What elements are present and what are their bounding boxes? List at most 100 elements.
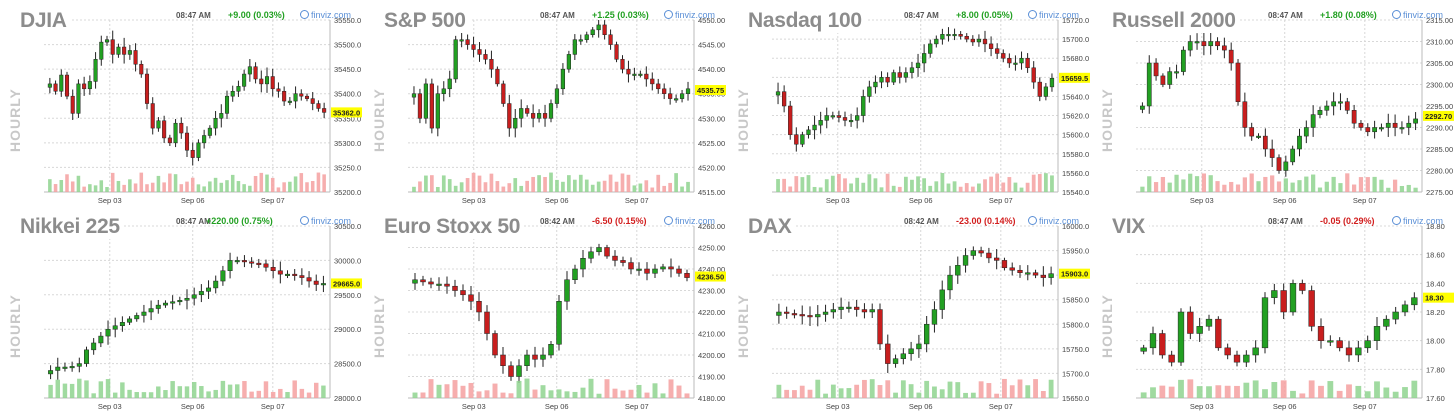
volume-bar	[173, 174, 178, 192]
volume-bar	[792, 390, 797, 398]
candle-body	[1228, 49, 1234, 64]
y-tick-label: 15580.0	[1062, 150, 1089, 159]
volume-bar	[1215, 181, 1220, 192]
volume-bar	[242, 381, 247, 398]
y-tick-label: 35250.0	[334, 163, 361, 172]
source-link[interactable]: finviz.com	[1392, 10, 1443, 20]
candle-body	[861, 309, 868, 313]
source-link[interactable]: finviz.com	[664, 10, 715, 20]
candle-body	[196, 142, 201, 158]
candle-body	[1031, 67, 1036, 83]
volume-bar	[861, 182, 866, 192]
candle-body	[931, 309, 938, 325]
volume-bar	[150, 182, 155, 192]
volume-bar	[660, 393, 666, 398]
candle-body	[313, 280, 319, 285]
volume-bar	[580, 387, 586, 398]
candle-body	[572, 268, 578, 280]
volume-bar	[1013, 182, 1018, 192]
source-link[interactable]: finviz.com	[664, 216, 715, 226]
candle-body	[1221, 45, 1227, 51]
candle-body	[955, 265, 961, 276]
candle-body	[471, 44, 476, 50]
y-tick-label: 2305.00	[1426, 59, 1453, 68]
volume-bar	[1048, 379, 1054, 398]
volume-bar	[838, 388, 844, 398]
chart-panel[interactable]: 16000.015950.015900.015850.015800.015750…	[728, 206, 1090, 412]
volume-bar	[818, 187, 823, 192]
volume-bar	[285, 392, 290, 398]
candle-body	[230, 91, 235, 97]
chart-panel[interactable]: 30500.0 30000.0 29500.0 29000.0 28500.0 28000…	[0, 206, 362, 412]
candle-body	[47, 83, 52, 88]
chart-panel[interactable]: 15720.015700.015680.015660.015640.015620…	[728, 0, 1090, 206]
hourly-label: HOURLY	[371, 294, 387, 358]
volume-bar	[1208, 175, 1213, 192]
chart-panel[interactable]: 4550.004545.004540.004535.004530.004525.…	[364, 0, 726, 206]
candle-body	[588, 251, 594, 259]
volume-bar	[191, 382, 197, 398]
volume-bar	[282, 182, 286, 192]
volume-bar	[940, 173, 945, 192]
chart-panel[interactable]: 18.80 18.60 18.40 18.20 18.00 17.80 17.60 Sep 0…	[1092, 206, 1454, 412]
x-tick-label: Sep 03	[826, 402, 850, 411]
source-link[interactable]: finviz.com	[300, 216, 351, 226]
candle-body	[444, 283, 450, 287]
volume-bar	[420, 392, 426, 398]
candle-body	[982, 38, 988, 45]
x-tick-label: Sep 07	[261, 402, 285, 411]
source-link[interactable]: finviz.com	[300, 10, 351, 20]
last-price-marker	[1423, 110, 1454, 121]
volume-bar	[162, 182, 166, 192]
source-link[interactable]: finviz.com	[1028, 10, 1079, 20]
candle-body	[548, 103, 554, 119]
x-tick-label: Sep 06	[909, 196, 933, 205]
volume-bar	[843, 178, 847, 192]
candle-body	[1271, 290, 1278, 298]
volume-bar	[185, 181, 189, 192]
chart-panel[interactable]: 35550.0 35500.0 35450.0 35400.0 35350.0 35300…	[0, 0, 362, 206]
candle-body	[1358, 122, 1364, 128]
volume-bar	[225, 180, 229, 192]
volume-bar	[525, 180, 530, 192]
source-label: finviz.com	[675, 10, 716, 20]
volume-bar	[265, 174, 269, 192]
finviz-icon	[1028, 10, 1037, 19]
candle-body	[1399, 127, 1405, 130]
candle-body	[141, 311, 147, 316]
candle-body	[668, 266, 674, 270]
chart-panel[interactable]: 2315.00 2310.00 2305.00 2300.00 2295.00 2290.…	[1092, 0, 1454, 206]
candle-body	[292, 273, 298, 276]
volume-bar	[674, 173, 678, 192]
candle-body	[322, 108, 327, 113]
source-label: finviz.com	[1039, 10, 1080, 20]
y-tick-label: 2275.00	[1426, 188, 1453, 197]
candle-body	[420, 279, 426, 283]
y-tick-label: 15640.0	[1062, 92, 1089, 101]
source-link[interactable]: finviz.com	[1028, 216, 1079, 226]
volume-bar	[1017, 379, 1023, 398]
candle-body	[519, 108, 524, 119]
volume-bar	[88, 184, 92, 192]
volume-bar	[1308, 380, 1315, 398]
volume-bar	[1406, 184, 1411, 192]
candle-body	[508, 365, 514, 377]
volume-bar	[776, 384, 782, 398]
candle-body	[306, 277, 312, 282]
candle-body	[644, 73, 649, 80]
volume-bar	[112, 392, 118, 398]
volume-bar	[537, 175, 541, 192]
candle-body	[652, 268, 658, 274]
volume-bar	[1160, 176, 1166, 192]
volume-bar	[1290, 390, 1296, 398]
volume-bar	[206, 391, 211, 398]
candle-body	[170, 301, 176, 304]
volume-bar	[70, 181, 75, 192]
candle-body	[173, 122, 178, 144]
volume-bar	[242, 184, 246, 192]
y-tick-label: 4200.00	[698, 351, 725, 360]
source-link[interactable]: finviz.com	[1392, 216, 1443, 226]
y-tick-label: 4180.00	[698, 394, 725, 403]
candle-body	[1017, 269, 1023, 273]
chart-panel[interactable]: 4260.00 4250.00 4240.00 4230.00 4220.00 4210.…	[364, 206, 726, 412]
